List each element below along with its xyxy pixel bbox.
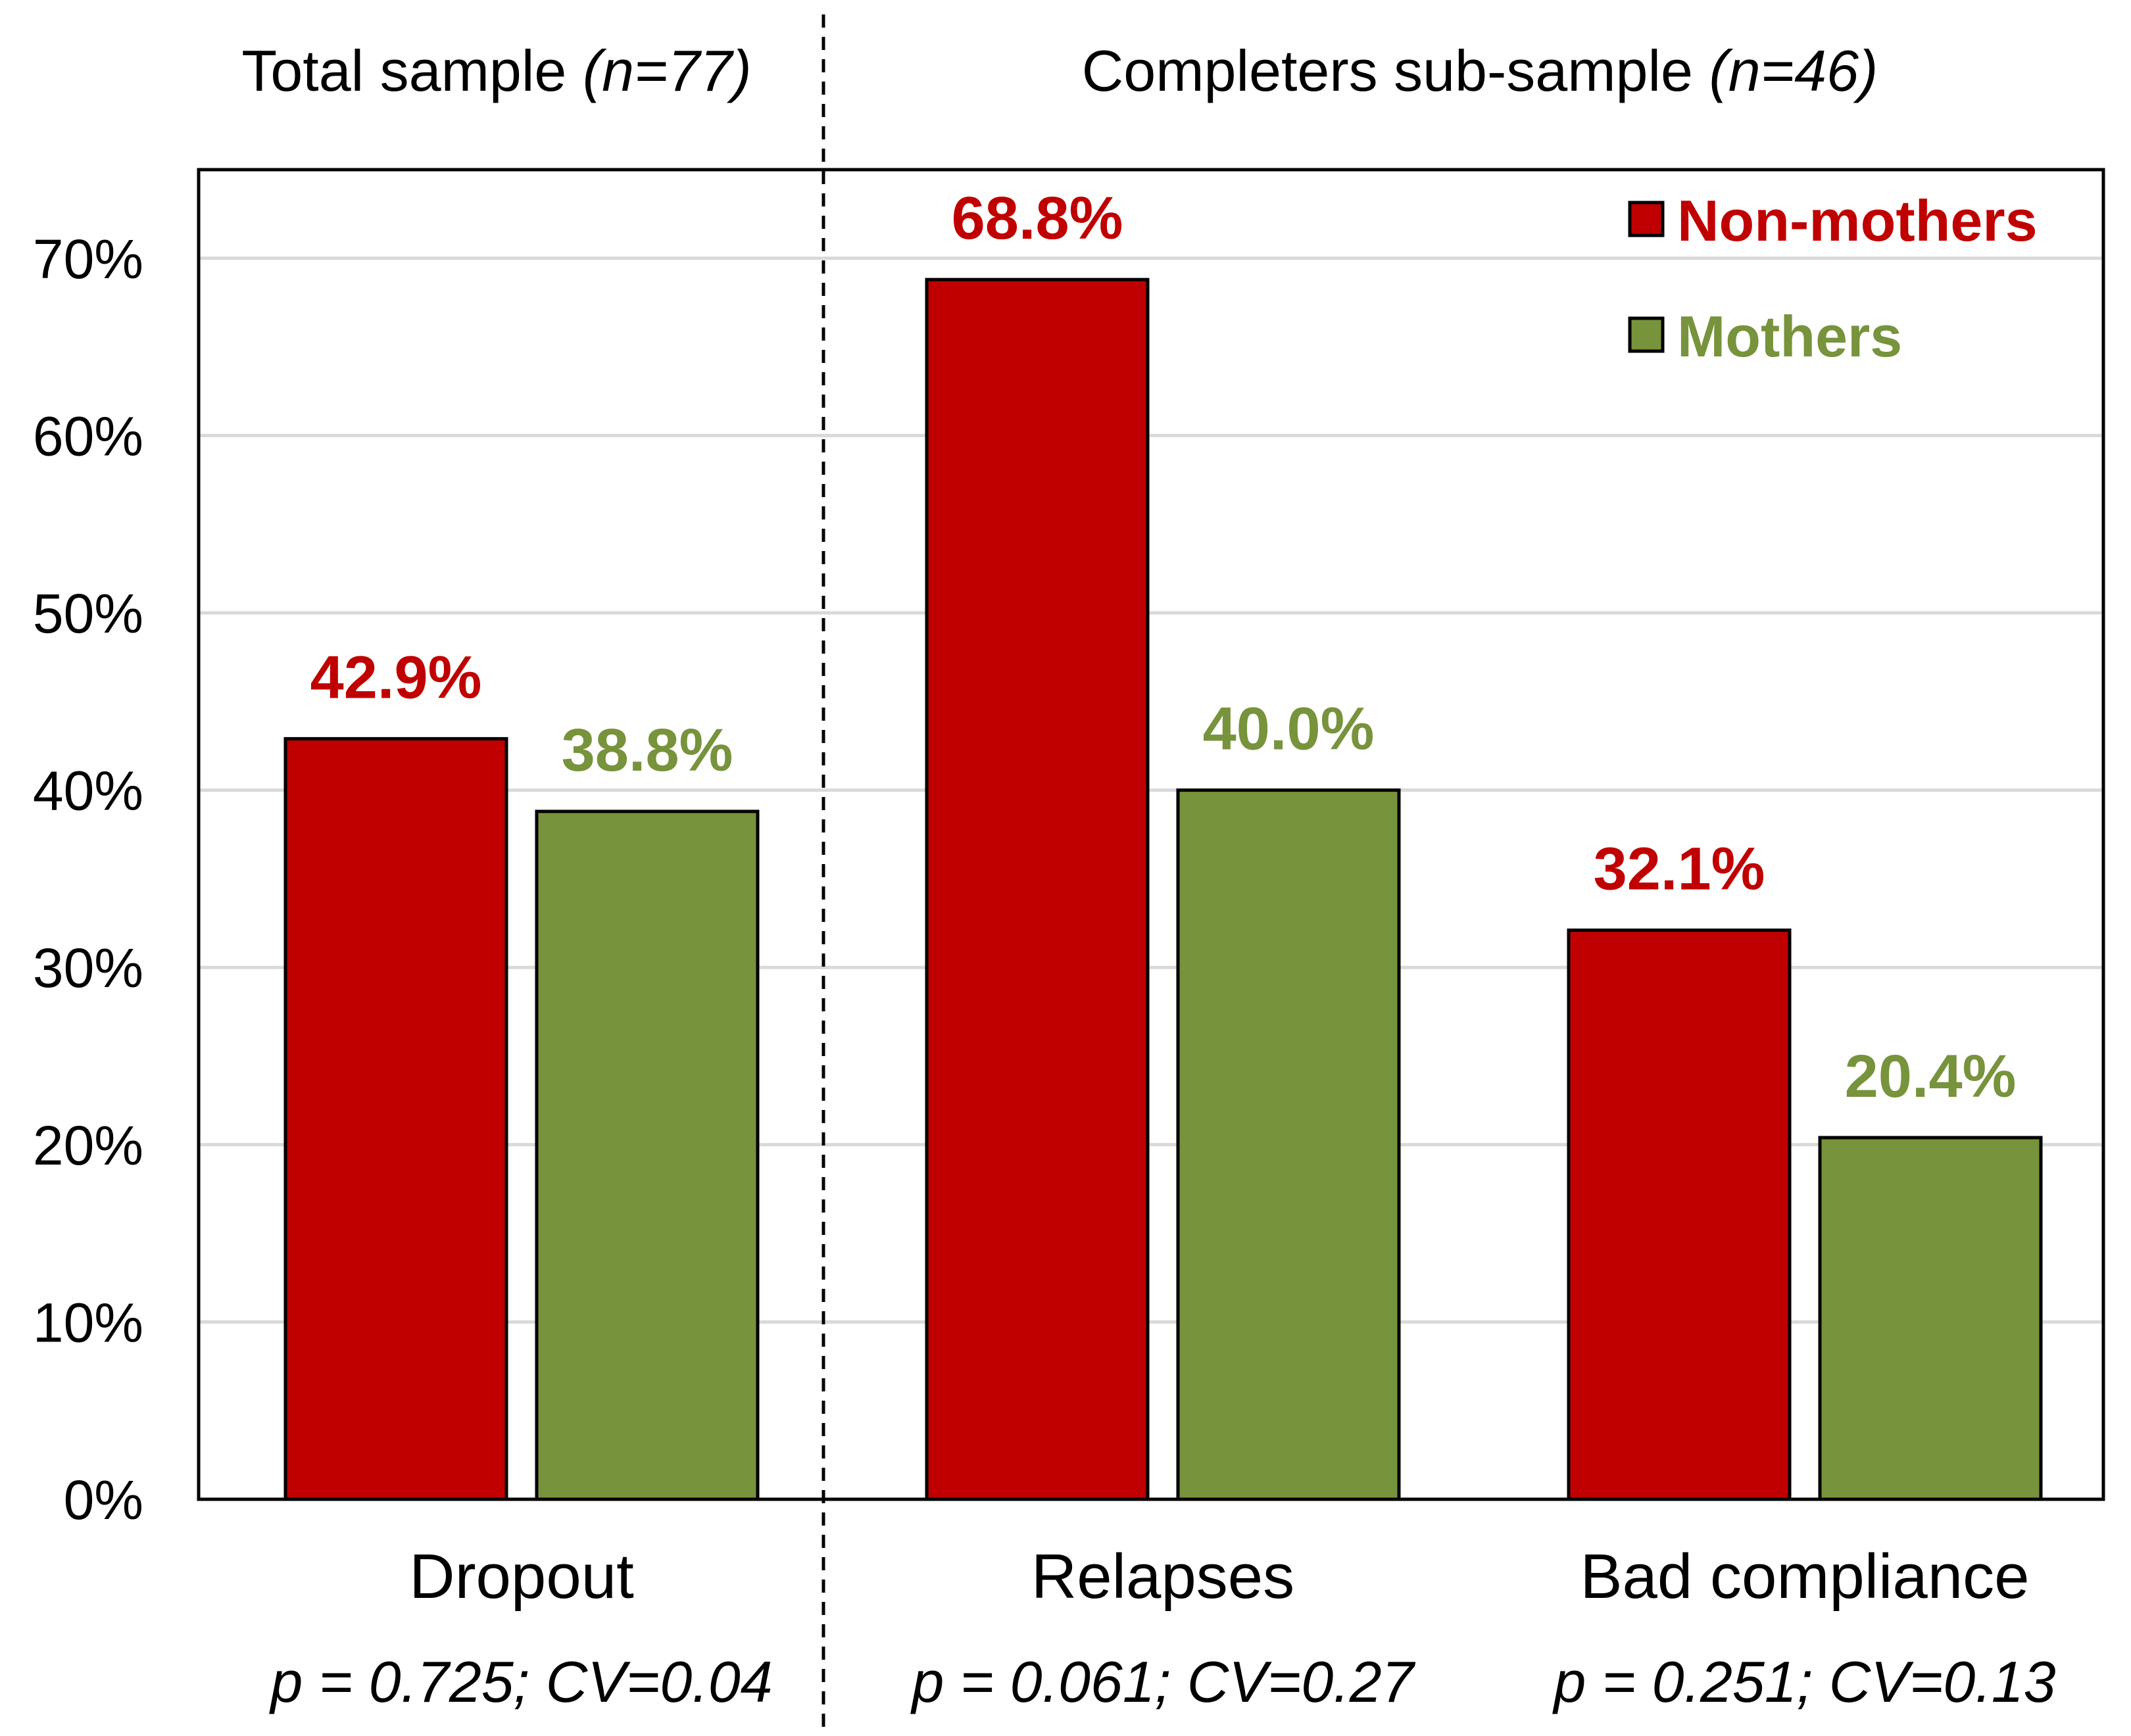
x-category-label: Dropout bbox=[409, 1541, 634, 1612]
bar-non-mothers-relapses bbox=[925, 277, 1150, 1501]
y-tick-label: 20% bbox=[33, 1115, 143, 1176]
y-tick-label: 50% bbox=[33, 583, 143, 644]
bars bbox=[283, 277, 2043, 1501]
p-value-annotation: p = 0.251; CV=0.13 bbox=[1552, 1649, 2055, 1714]
x-axis-categories: Dropout p = 0.725; CV=0.04 Relapses p = 0.0… bbox=[268, 1541, 2055, 1714]
panel-headers: Total sample (n=77) Completers sub-sampl… bbox=[241, 38, 1878, 103]
data-label: 40.0% bbox=[1203, 696, 1375, 763]
panel-header-total-n: (n=77) bbox=[583, 38, 752, 103]
bar-non-mothers-dropout bbox=[283, 736, 508, 1501]
legend-label: Mothers bbox=[1677, 304, 1902, 369]
y-tick-label: 10% bbox=[33, 1291, 143, 1353]
x-category-label: Relapses bbox=[1031, 1541, 1294, 1612]
legend: Non-mothers Mothers bbox=[1628, 188, 2038, 369]
bar-mothers-relapses bbox=[1176, 788, 1401, 1501]
y-tick-label: 70% bbox=[33, 228, 143, 290]
data-label: 42.9% bbox=[310, 644, 482, 711]
p-value-annotation: p = 0.725; CV=0.04 bbox=[268, 1649, 772, 1714]
panel-header-completers-n: (n=46) bbox=[1709, 38, 1878, 103]
data-labels: 42.9% 38.8% 68.8% 40.0% 32.1% 20.4% bbox=[310, 185, 2017, 1110]
y-tick-label: 30% bbox=[33, 937, 143, 999]
p-value-annotation: p = 0.061; CV=0.27 bbox=[910, 1649, 1415, 1714]
bar-non-mothers-bad-compliance bbox=[1567, 928, 1792, 1501]
panel-header-completers: Completers sub-sample (n=46) bbox=[1082, 38, 1878, 103]
legend-swatch bbox=[1628, 201, 1665, 237]
legend-label: Non-mothers bbox=[1677, 188, 2038, 253]
data-label: 38.8% bbox=[562, 717, 733, 784]
gridlines bbox=[199, 256, 2103, 1324]
y-tick-label: 40% bbox=[33, 760, 143, 822]
y-tick-label: 60% bbox=[33, 405, 143, 467]
bar-mothers-dropout bbox=[535, 809, 760, 1501]
panel-header-total-text: Total sample bbox=[241, 38, 582, 103]
data-label: 20.4% bbox=[1845, 1043, 2017, 1110]
y-tick-label: 0% bbox=[64, 1469, 143, 1531]
data-label: 32.1% bbox=[1594, 836, 1765, 903]
plot-frame bbox=[197, 168, 2105, 1501]
y-axis: 0% 10% 20% 30% 40% 50% 60% 70% bbox=[33, 228, 143, 1531]
x-category-label: Bad compliance bbox=[1580, 1541, 2029, 1612]
panel-header-total-sample: Total sample (n=77) bbox=[241, 38, 751, 103]
bar-mothers-bad-compliance bbox=[1818, 1136, 2043, 1501]
data-label: 68.8% bbox=[952, 185, 1123, 252]
panel-header-completers-text: Completers sub-sample bbox=[1082, 38, 1709, 103]
legend-swatch bbox=[1628, 316, 1665, 353]
